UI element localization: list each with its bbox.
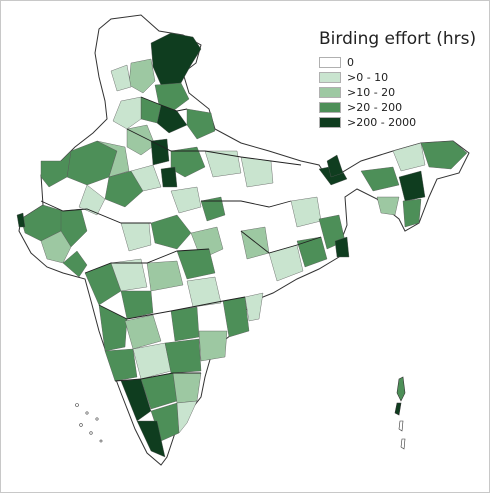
- legend-label: >10 - 20: [347, 86, 396, 99]
- legend-swatch: [319, 72, 341, 83]
- legend-label: >20 - 200: [347, 101, 403, 114]
- legend-item: >200 - 2000: [319, 115, 484, 130]
- legend-swatch: [319, 87, 341, 98]
- state-boundaries: [40, 96, 322, 382]
- legend-item: >10 - 20: [319, 85, 484, 100]
- legend-swatch: [319, 57, 341, 68]
- andaman-islands: [394, 376, 406, 450]
- legend-label: >200 - 2000: [347, 116, 417, 129]
- legend-label: 0: [347, 56, 354, 69]
- lakshadweep-islands: [75, 403, 103, 443]
- legend-item: 0: [319, 55, 484, 70]
- legend-swatch: [319, 117, 341, 128]
- legend-title: Birding effort (hrs): [319, 29, 477, 49]
- district-patches: [16, 32, 468, 458]
- legend-swatch: [319, 102, 341, 113]
- legend-label: >0 - 10: [347, 71, 389, 84]
- legend-item: >0 - 10: [319, 70, 484, 85]
- legend-item: >20 - 200: [319, 100, 484, 115]
- map-legend: Birding effort (hrs) 0 >0 - 10 >10 - 20 …: [319, 29, 484, 130]
